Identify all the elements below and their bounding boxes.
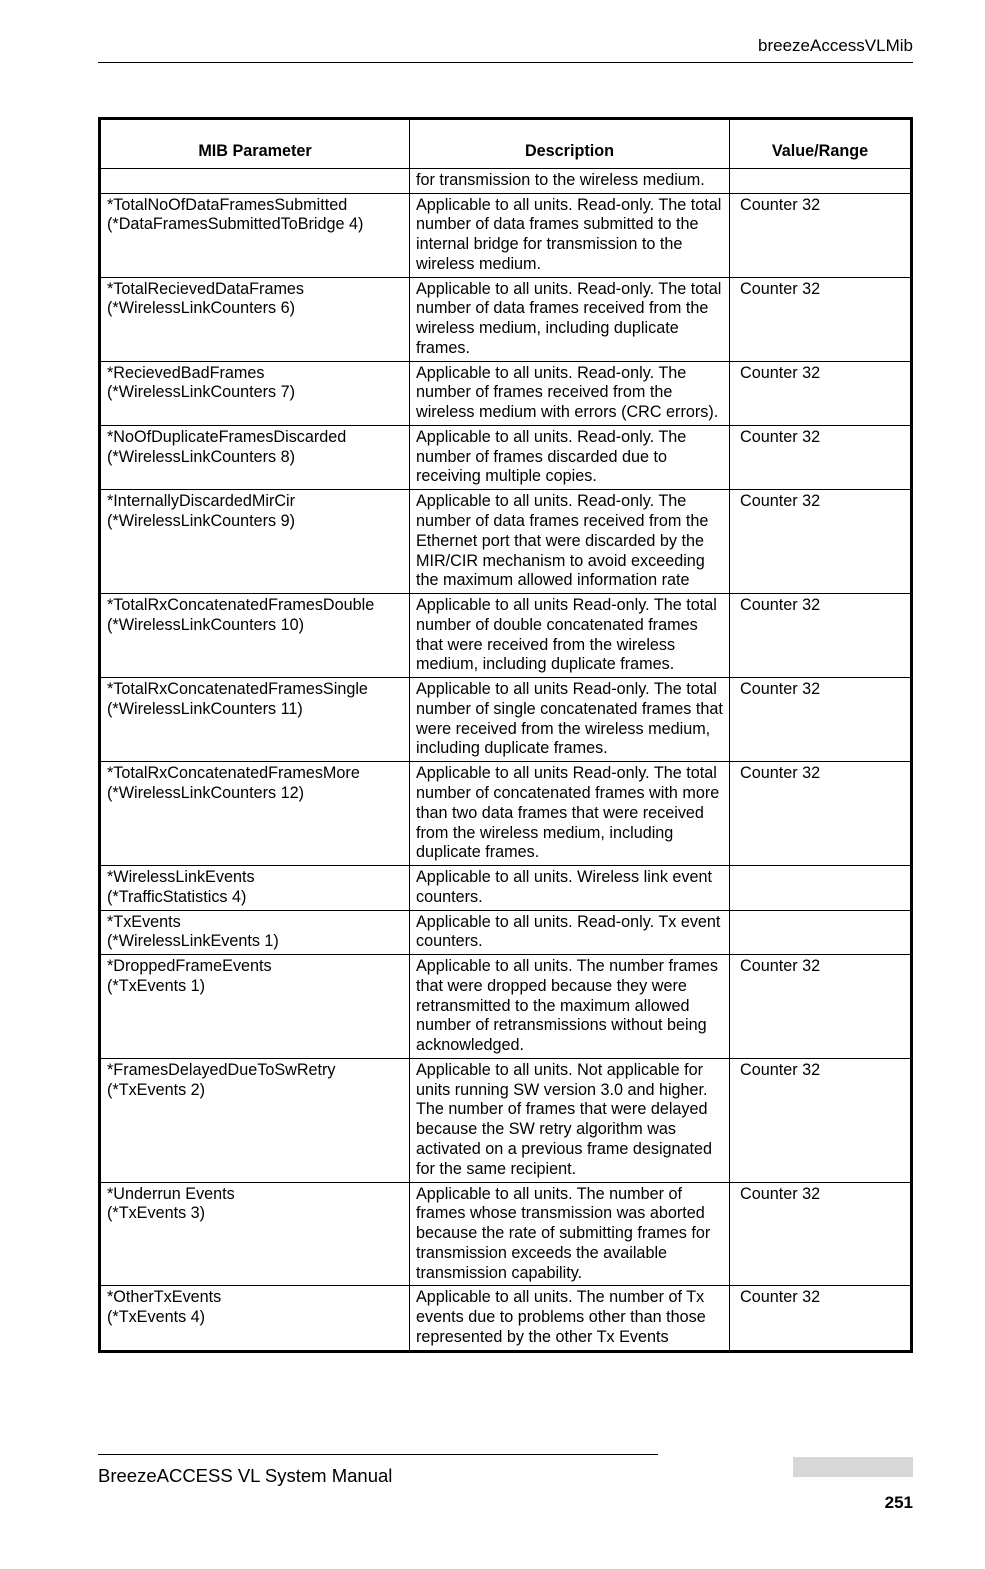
table-row: *InternallyDiscardedMirCir(*WirelessLink…	[100, 490, 912, 594]
cell-c3: Counter 32	[730, 490, 912, 594]
cell-c2: Applicable to all units. Read-only. The …	[410, 277, 730, 361]
table-row: *NoOfDuplicateFramesDiscarded(*WirelessL…	[100, 425, 912, 489]
page-content: MIB Parameter Description Value/Range fo…	[98, 117, 913, 1353]
cell-c3: Counter 32	[730, 361, 912, 425]
cell-c1	[100, 168, 410, 193]
cell-c1: *TxEvents (*WirelessLinkEvents 1)	[100, 910, 410, 955]
table-row: for transmission to the wireless medium.	[100, 168, 912, 193]
table-row: *TotalNoOfDataFramesSubmitted(*DataFrame…	[100, 193, 912, 277]
table-row: *TotalRxConcatenatedFramesMore(*Wireless…	[100, 762, 912, 866]
col-header-value: Value/Range	[730, 119, 912, 169]
footer-decor-box	[793, 1457, 913, 1477]
cell-c3: Counter 32	[730, 762, 912, 866]
cell-c3	[730, 168, 912, 193]
table-header-row: MIB Parameter Description Value/Range	[100, 119, 912, 169]
table-row: *WirelessLinkEvents(*TrafficStatistics 4…	[100, 866, 912, 911]
table-row: *TxEvents (*WirelessLinkEvents 1)Applica…	[100, 910, 912, 955]
cell-c3: Counter 32	[730, 193, 912, 277]
cell-c2: Applicable to all units. Not applicable …	[410, 1058, 730, 1182]
table-row: *TotalRecievedDataFrames(*WirelessLinkCo…	[100, 277, 912, 361]
cell-c1: *TotalNoOfDataFramesSubmitted(*DataFrame…	[100, 193, 410, 277]
cell-c1: *OtherTxEvents(*TxEvents 4)	[100, 1286, 410, 1351]
table-row: *OtherTxEvents(*TxEvents 4)Applicable to…	[100, 1286, 912, 1351]
cell-c2: Applicable to all units. Read-only. The …	[410, 361, 730, 425]
footer-line: BreezeACCESS VL System Manual	[98, 1465, 913, 1487]
cell-c3: Counter 32	[730, 594, 912, 678]
cell-c2: Applicable to all units Read-only. The t…	[410, 678, 730, 762]
cell-c2: for transmission to the wireless medium.	[410, 168, 730, 193]
cell-c3: Counter 32	[730, 955, 912, 1059]
cell-c1: *Underrun Events(*TxEvents 3)	[100, 1182, 410, 1286]
cell-c2: Applicable to all units. Read-only. Tx e…	[410, 910, 730, 955]
cell-c2: Applicable to all units Read-only. The t…	[410, 594, 730, 678]
cell-c1: *TotalRecievedDataFrames(*WirelessLinkCo…	[100, 277, 410, 361]
cell-c1: *FramesDelayedDueToSwRetry(*TxEvents 2)	[100, 1058, 410, 1182]
cell-c3: Counter 32	[730, 1182, 912, 1286]
cell-c3: Counter 32	[730, 425, 912, 489]
running-header: breezeAccessVLMib	[98, 36, 913, 56]
cell-c3: Counter 32	[730, 678, 912, 762]
table-row: *DroppedFrameEvents (*TxEvents 1)Applica…	[100, 955, 912, 1059]
cell-c2: Applicable to all units. Wireless link e…	[410, 866, 730, 911]
cell-c1: *TotalRxConcatenatedFramesMore(*Wireless…	[100, 762, 410, 866]
footer-rule	[98, 1454, 658, 1455]
col-header-description: Description	[410, 119, 730, 169]
cell-c2: Applicable to all units. The number of f…	[410, 1182, 730, 1286]
page-number: 251	[98, 1493, 913, 1513]
mib-parameter-table: MIB Parameter Description Value/Range fo…	[98, 117, 913, 1353]
cell-c2: Applicable to all units. The number fram…	[410, 955, 730, 1059]
header-rule	[98, 62, 913, 63]
cell-c1: *InternallyDiscardedMirCir(*WirelessLink…	[100, 490, 410, 594]
cell-c1: *DroppedFrameEvents (*TxEvents 1)	[100, 955, 410, 1059]
cell-c1: *WirelessLinkEvents(*TrafficStatistics 4…	[100, 866, 410, 911]
cell-c1: *TotalRxConcatenatedFramesDouble(*Wirele…	[100, 594, 410, 678]
table-row: *TotalRxConcatenatedFramesSingle(*Wirele…	[100, 678, 912, 762]
table-row: *RecievedBadFrames(*WirelessLinkCounters…	[100, 361, 912, 425]
cell-c2: Applicable to all units. Read-only. The …	[410, 490, 730, 594]
table-row: *Underrun Events(*TxEvents 3)Applicable …	[100, 1182, 912, 1286]
page-footer: BreezeACCESS VL System Manual 251	[98, 1454, 913, 1513]
table-row: *FramesDelayedDueToSwRetry(*TxEvents 2)A…	[100, 1058, 912, 1182]
cell-c3	[730, 910, 912, 955]
cell-c3: Counter 32	[730, 1058, 912, 1182]
table-row: *TotalRxConcatenatedFramesDouble(*Wirele…	[100, 594, 912, 678]
cell-c3: Counter 32	[730, 277, 912, 361]
cell-c3	[730, 866, 912, 911]
table-body: for transmission to the wireless medium.…	[100, 168, 912, 1351]
cell-c1: *TotalRxConcatenatedFramesSingle(*Wirele…	[100, 678, 410, 762]
col-header-parameter: MIB Parameter	[100, 119, 410, 169]
cell-c2: Applicable to all units Read-only. The t…	[410, 762, 730, 866]
cell-c2: Applicable to all units. Read-only. The …	[410, 193, 730, 277]
cell-c2: Applicable to all units. Read-only. The …	[410, 425, 730, 489]
cell-c1: *NoOfDuplicateFramesDiscarded(*WirelessL…	[100, 425, 410, 489]
cell-c2: Applicable to all units. The number of T…	[410, 1286, 730, 1351]
document-page: breezeAccessVLMib MIB Parameter Descript…	[0, 0, 985, 1569]
footer-title: BreezeACCESS VL System Manual	[98, 1465, 392, 1487]
cell-c3: Counter 32	[730, 1286, 912, 1351]
cell-c1: *RecievedBadFrames(*WirelessLinkCounters…	[100, 361, 410, 425]
